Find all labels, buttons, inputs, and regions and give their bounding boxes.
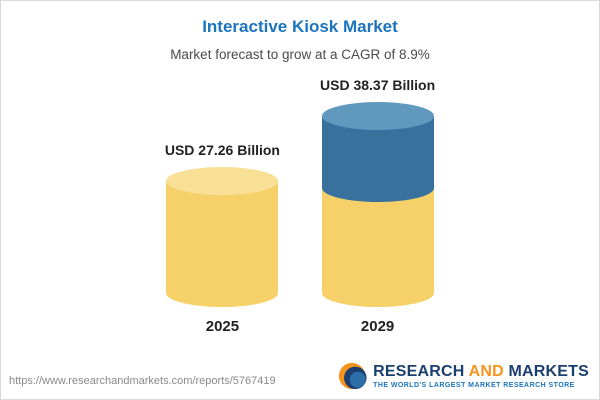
logo-word-markets: MARKETS <box>508 363 589 380</box>
bar-group-2025: USD 27.26 Billion 2025 <box>165 141 280 337</box>
bar-chart: USD 27.26 Billion 2025 USD 38.37 Billion… <box>1 76 599 337</box>
cylinder-2029-base-segment <box>321 188 434 307</box>
cylinder-2025 <box>166 167 279 307</box>
category-label-2029: 2029 <box>360 318 395 335</box>
researchandmarkets-logo: RESEARCH AND MARKETS THE WORLD'S LARGEST… <box>337 361 589 391</box>
logo-text: RESEARCH AND MARKETS THE WORLD'S LARGEST… <box>373 363 589 389</box>
cylinder-2025-top-ellipse <box>166 167 279 195</box>
cylinder-2025-body <box>166 181 279 307</box>
page-subtitle: Market forecast to grow at a CAGR of 8.9… <box>170 47 430 62</box>
report-url: https://www.researchandmarkets.com/repor… <box>9 375 276 387</box>
cylinder-2029-top-ellipse <box>321 102 434 130</box>
category-label-2025: 2025 <box>205 318 240 335</box>
bar-group-2029: USD 38.37 Billion 2029 <box>320 76 435 337</box>
logo-tagline: THE WORLD'S LARGEST MARKET RESEARCH STOR… <box>373 382 575 389</box>
value-label-2025: USD 27.26 Billion <box>164 142 280 158</box>
logo-wordmark: RESEARCH AND MARKETS <box>373 363 589 380</box>
logo-word-and: AND <box>468 363 504 380</box>
logo-word-research: RESEARCH <box>373 363 465 380</box>
footer: https://www.researchandmarkets.com/repor… <box>9 361 589 391</box>
header: Interactive Kiosk Market Market forecast… <box>1 1 599 62</box>
page-title: Interactive Kiosk Market <box>202 17 398 36</box>
logo-globe-icon <box>338 362 367 390</box>
cylinder-2029-growth-segment <box>321 116 434 202</box>
value-label-2029: USD 38.37 Billion <box>320 77 436 93</box>
cylinder-2029 <box>321 102 434 307</box>
